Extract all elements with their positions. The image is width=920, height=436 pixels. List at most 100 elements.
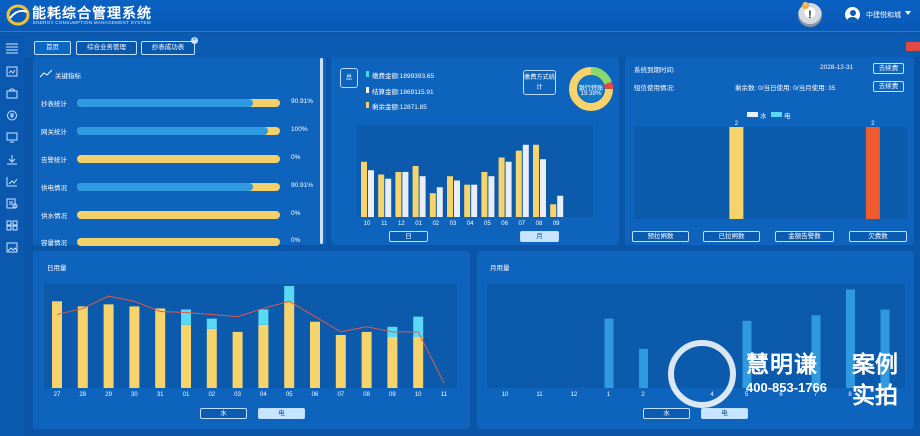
x-tick-label: 03 — [234, 392, 241, 398]
day-button[interactable]: 日 — [389, 231, 428, 242]
legend-power-label: 电 — [784, 113, 791, 120]
kpi-label: 供水情况 — [41, 213, 67, 220]
monthly-usage-chart: 10 11 12 1 2 3 4 5 6 7 8 9 — [502, 289, 890, 398]
bar-white — [436, 187, 443, 217]
download-icon[interactable] — [6, 154, 18, 165]
kpi-label: 告警统计 — [41, 157, 67, 164]
tab-business[interactable]: 综合业务管理 — [76, 41, 137, 55]
daily-water-bar — [284, 286, 295, 302]
report-icon[interactable] — [6, 198, 18, 209]
kpi-label: 供电情况 — [41, 185, 67, 192]
top-header: 能耗综合管理系统 ENERGY CONSUMPTION MANAGEMENT S… — [0, 0, 920, 32]
cutoff-button[interactable]: 已拉闸数 — [703, 231, 760, 242]
renew-sms-button[interactable]: 去续费 — [873, 81, 904, 92]
watermark-tag2: 实拍 — [852, 382, 898, 408]
monthly-bar — [880, 309, 890, 388]
kpi-progress-fill — [77, 99, 253, 107]
daily-power-bar — [284, 301, 295, 388]
grid-icon[interactable] — [6, 220, 18, 231]
daily-water-button[interactable]: 水 — [200, 408, 247, 419]
bar-white — [505, 161, 512, 217]
x-tick-label: 04 — [467, 221, 474, 227]
x-tick-label: 09 — [553, 221, 560, 227]
close-all-tabs-button[interactable] — [906, 42, 920, 51]
daily-power-bar — [52, 301, 62, 388]
tab-meter-success[interactable]: 抄表成功表 — [141, 41, 195, 55]
monthly-bar — [742, 320, 752, 388]
pre-cutoff-button[interactable]: 预拉闸数 — [632, 231, 689, 242]
daily-power-bar — [103, 304, 114, 388]
kpi-value: 0% — [291, 154, 301, 161]
x-tick-label: 6 — [779, 392, 783, 398]
line-chart-icon[interactable] — [6, 176, 18, 187]
system-bar — [729, 127, 744, 219]
month-button[interactable]: 月 — [520, 231, 559, 242]
daily-power-button[interactable]: 电 — [258, 408, 305, 419]
user-menu-caret-icon[interactable] — [905, 11, 911, 15]
kpi-label: 容量情况 — [41, 240, 67, 247]
daily-power-bar — [335, 334, 346, 388]
payment-method-label: 缴费方式统计 — [523, 70, 556, 95]
x-tick-label: 1 — [607, 392, 611, 398]
x-tick-label: 10 — [364, 221, 371, 227]
daily-trend-line — [56, 295, 445, 384]
tab-close-icon[interactable]: × — [191, 37, 198, 44]
bar-white — [419, 176, 426, 217]
kpi-value: 0% — [291, 210, 301, 217]
payment-donut-chart — [569, 66, 613, 111]
logo-icon — [6, 4, 30, 26]
daily-water-bar — [258, 309, 269, 325]
kpi-progress-bar — [77, 183, 280, 191]
dashboard-icon[interactable] — [6, 66, 18, 77]
monthly-power-button[interactable]: 电 — [701, 408, 748, 419]
bar-yellow — [378, 174, 385, 217]
monitor-icon[interactable] — [6, 132, 18, 143]
payment-bar-chart: 10 11 12 01 02 03 04 05 06 07 08 09 — [361, 144, 564, 227]
x-tick-label: 9 — [883, 392, 887, 398]
x-tick-label: 5 — [745, 392, 749, 398]
x-tick-label: 12 — [398, 221, 405, 227]
x-tick-label: 01 — [415, 221, 422, 227]
bar-white — [385, 178, 392, 217]
total-label: 总 — [340, 68, 358, 88]
daily-power-bar — [310, 321, 320, 388]
kpi-value: 0% — [291, 237, 301, 244]
x-tick-label: 10 — [502, 392, 509, 398]
image-icon[interactable] — [6, 242, 18, 253]
watermark-phone: 400-853-1766 — [746, 380, 827, 395]
amount-alarm-button[interactable]: 金额告警数 — [775, 231, 834, 242]
kpi-progress-fill — [77, 127, 268, 135]
user-avatar-icon[interactable] — [845, 7, 860, 22]
kpi-progress-bar — [77, 127, 280, 135]
system-bar — [865, 127, 880, 219]
alert-icon: ! — [808, 9, 812, 21]
x-tick-label: 11 — [536, 392, 543, 398]
daily-usage-chart: 27 28 29 30 31 01 02 03 04 05 06 07 08 09 10 11 — [52, 286, 448, 398]
x-tick-label: 7 — [814, 392, 818, 398]
tab-home[interactable]: 首页 — [34, 41, 71, 55]
remaining-amount: 剩余金额:12871.85 — [372, 104, 427, 111]
paid-dot-icon — [366, 71, 369, 77]
monthly-water-button[interactable]: 水 — [643, 408, 690, 419]
arrears-button[interactable]: 欠费数 — [849, 231, 907, 242]
daily-power-bar — [232, 331, 243, 388]
kpi-scrollbar[interactable] — [320, 58, 323, 244]
user-name[interactable]: 中建悦和城 — [866, 12, 901, 19]
x-tick-label: 05 — [286, 392, 293, 398]
bar-white — [402, 171, 409, 217]
kpi-progress-fill — [77, 183, 253, 191]
bar-yellow — [395, 171, 402, 217]
x-tick-label: 31 — [157, 392, 164, 398]
x-tick-label: 10 — [415, 392, 422, 398]
expiry-date: 2028-12-31 — [820, 64, 854, 71]
menu-icon[interactable] — [6, 43, 18, 54]
watermark-logo-icon — [668, 340, 736, 408]
legend-water-swatch — [747, 112, 758, 117]
renew-button[interactable]: 去续费 — [873, 63, 904, 74]
x-tick-label: 2 — [641, 392, 645, 398]
donut-label: 银行转账 — [578, 85, 604, 92]
daily-power-bar — [258, 324, 269, 388]
box-icon[interactable] — [6, 88, 18, 99]
coin-icon[interactable] — [6, 110, 18, 121]
